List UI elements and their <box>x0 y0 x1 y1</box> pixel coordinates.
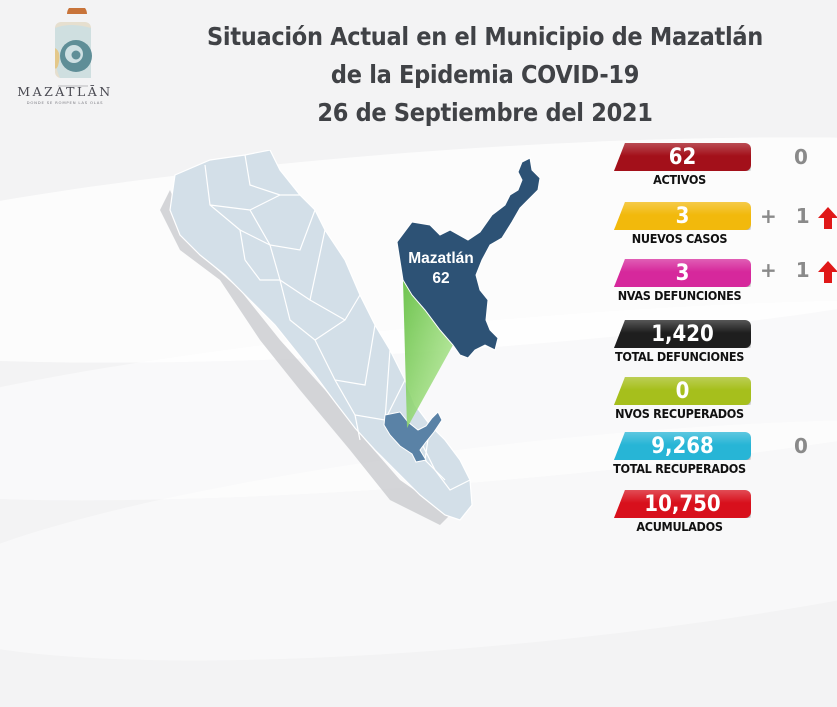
stat-badge: 10,750 <box>614 490 751 518</box>
wave-shell-icon <box>55 4 92 87</box>
delta-value: 1 <box>795 258 810 282</box>
stat-label: ACUMULADOS <box>636 519 723 534</box>
stat-badge: 9,268 <box>614 432 751 460</box>
stat-total-defunciones: 1,420 TOTAL DEFUNCIONES <box>608 320 751 364</box>
delta-sign: + <box>760 258 777 282</box>
stat-badge: 3 <box>614 202 751 230</box>
map-highlight-label: Mazatlán 62 <box>393 249 489 289</box>
arrow-up-icon <box>817 206 837 229</box>
sinaloa-map <box>160 150 541 525</box>
delta-nuevos-casos: + 1 <box>760 204 837 230</box>
stat-badge: 0 <box>614 377 751 405</box>
logo-wordmark: MAZATLĀN <box>17 84 113 99</box>
map-highlight-name: Mazatlán <box>408 250 474 267</box>
stat-label: TOTAL RECUPERADOS <box>613 461 746 476</box>
stat-activos: 62 ACTIVOS <box>608 143 751 187</box>
title-line-1: Situación Actual en el Municipio de Maza… <box>207 22 763 51</box>
delta-activos: 0 <box>794 145 808 169</box>
stat-label: ACTIVOS <box>653 172 706 187</box>
title-line-3: 26 de Septiembre del 2021 <box>317 98 653 127</box>
stat-nvas-defunciones: 3 NVAS DEFUNCIONES <box>608 259 751 303</box>
delta-nvas-defunciones: + 1 <box>760 258 837 284</box>
stat-label: NVOS RECUPERADOS <box>615 406 744 421</box>
stat-label: NVAS DEFUNCIONES <box>617 288 742 303</box>
stat-acumulados: 10,750 ACUMULADOS <box>608 490 751 534</box>
stat-total-recuperados: 9,268 TOTAL RECUPERADOS <box>608 432 751 476</box>
stat-label: NUEVOS CASOS <box>631 231 728 246</box>
stat-badge: 1,420 <box>614 320 751 348</box>
arrow-up-icon <box>817 260 837 283</box>
delta-sign: + <box>760 204 777 228</box>
title-line-2: de la Epidemia COVID-19 <box>330 60 640 89</box>
delta-value: 1 <box>795 204 810 228</box>
delta-total-recuperados: 0 <box>794 434 808 458</box>
stat-badge: 62 <box>614 143 751 171</box>
page-title: Situación Actual en el Municipio de Maza… <box>165 18 805 132</box>
stat-nuevos-casos: 3 NUEVOS CASOS <box>608 202 751 246</box>
mazatlan-logo <box>10 4 120 118</box>
logo-tagline: DONDE SE ROMPEN LAS OLAS <box>26 100 104 105</box>
stat-badge: 3 <box>614 259 751 287</box>
stat-nvos-recuperados: 0 NVOS RECUPERADOS <box>608 377 751 421</box>
stat-label: TOTAL DEFUNCIONES <box>614 349 745 364</box>
map-highlight-value: 62 <box>432 270 450 287</box>
